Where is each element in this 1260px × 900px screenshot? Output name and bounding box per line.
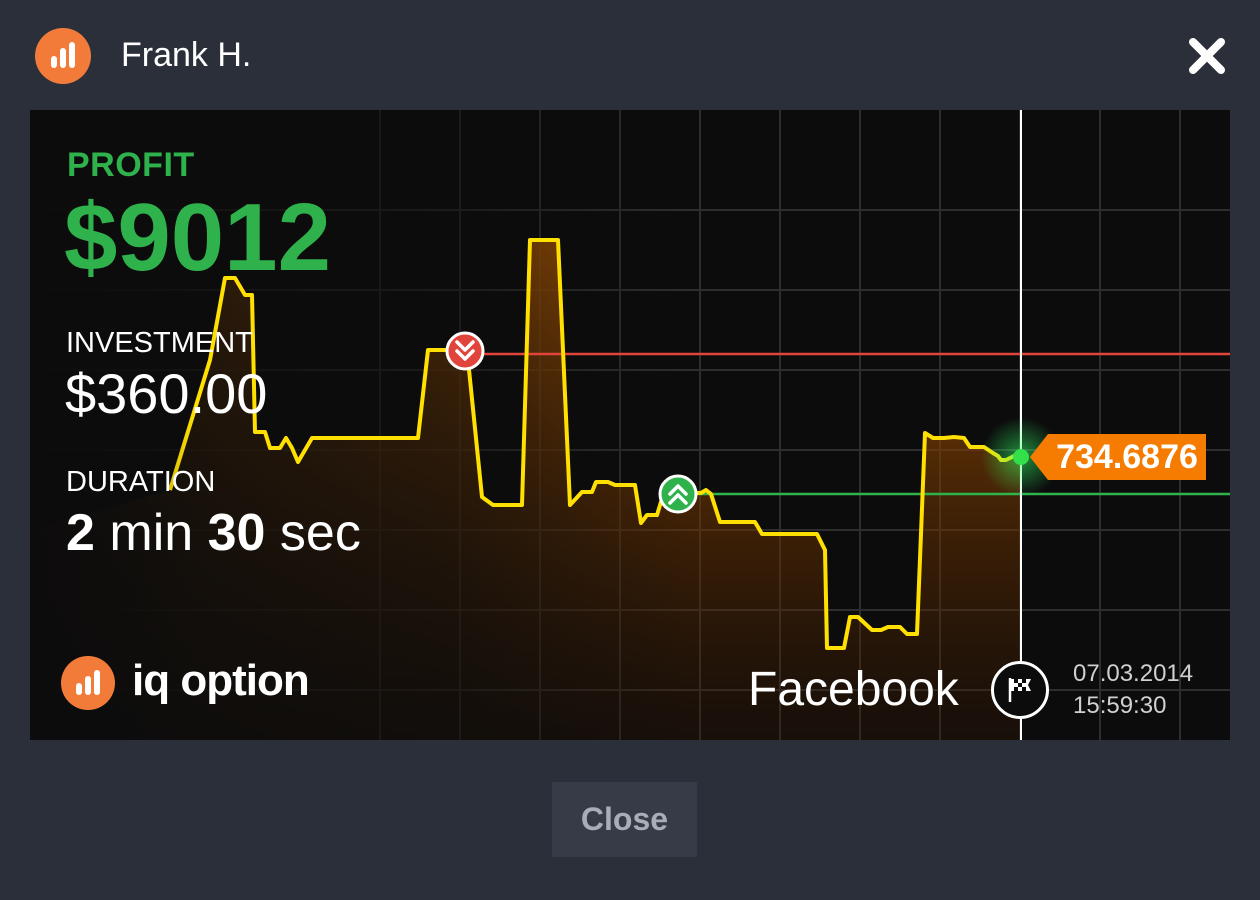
close-x-icon[interactable] bbox=[1186, 35, 1228, 77]
current-price-dot bbox=[1013, 449, 1029, 465]
current-price-value: 734.6876 bbox=[1048, 434, 1206, 480]
close-button[interactable]: Close bbox=[552, 782, 697, 857]
investment-label: INVESTMENT bbox=[66, 327, 253, 359]
iq-option-bars-icon bbox=[35, 28, 91, 84]
double-chevron-down-icon bbox=[445, 331, 485, 371]
brand-name: iq option bbox=[132, 656, 310, 705]
current-price-tag: 734.6876 bbox=[1030, 434, 1230, 480]
modal-header: Frank H. bbox=[0, 0, 1260, 110]
duration-value: 2 min 30 sec bbox=[66, 506, 361, 561]
expiry-time: 15:59:30 bbox=[1073, 692, 1167, 719]
profit-value: $9012 bbox=[64, 184, 331, 291]
brand-logo-icon bbox=[61, 656, 115, 710]
price-chart bbox=[30, 110, 1230, 740]
double-chevron-up-icon bbox=[658, 474, 698, 514]
user-name: Frank H. bbox=[121, 36, 252, 74]
asset-name: Facebook bbox=[748, 663, 959, 716]
duration-label: DURATION bbox=[66, 466, 216, 498]
finish-flag-icon bbox=[991, 661, 1049, 719]
profit-label: PROFIT bbox=[67, 146, 195, 184]
duration-min-unit: min bbox=[109, 504, 194, 562]
duration-sec-unit: sec bbox=[279, 504, 361, 562]
trade-card: PROFIT $9012 INVESTMENT $360.00 DURATION… bbox=[30, 110, 1230, 740]
duration-minutes: 2 bbox=[66, 504, 95, 562]
duration-seconds: 30 bbox=[207, 504, 266, 562]
expiry-date: 07.03.2014 bbox=[1073, 660, 1194, 687]
investment-value: $360.00 bbox=[65, 362, 268, 425]
